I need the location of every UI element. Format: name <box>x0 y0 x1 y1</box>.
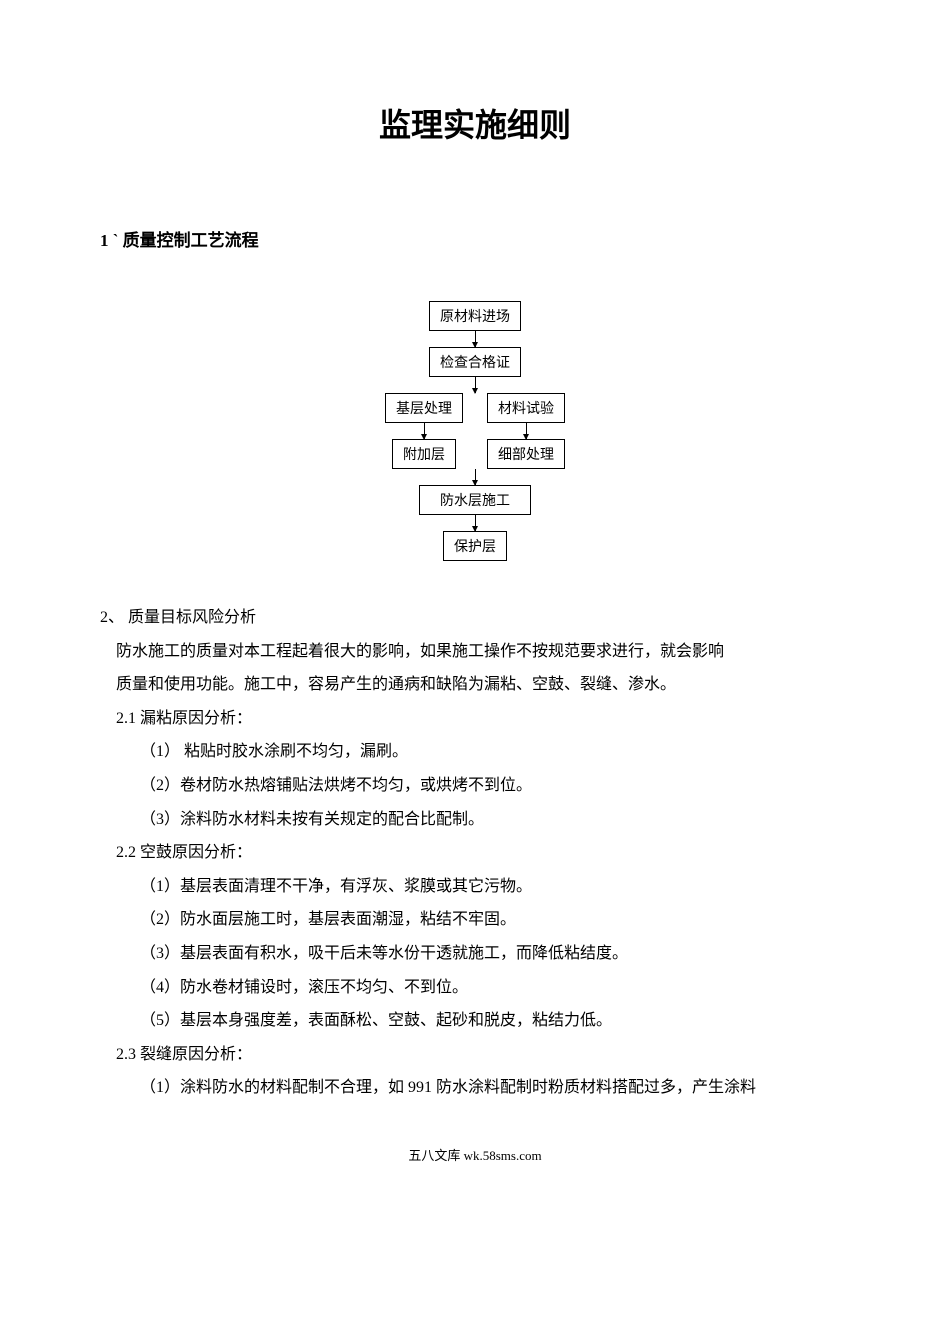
page-footer: 五八文库 wk.58sms.com <box>100 1145 850 1164</box>
flow-node-detail-treatment: 细部处理 <box>487 439 565 469</box>
arrow-icon <box>475 515 476 531</box>
flow-node-check-cert: 检查合格证 <box>429 347 521 377</box>
list-item: （2）防水面层施工时，基层表面潮湿，粘结不牢固。 <box>100 903 850 937</box>
list-item: （4）防水卷材铺设时，滚压不均匀、不到位。 <box>100 971 850 1005</box>
list-item: （2）卷材防水热熔铺贴法烘烤不均匀，或烘烤不到位。 <box>100 769 850 803</box>
section-1-heading: 1 ` 质量控制工艺流程 <box>100 226 850 251</box>
arrow-icon <box>424 423 425 439</box>
flow-node-base-treatment: 基层处理 <box>385 393 463 423</box>
flow-node-material-test: 材料试验 <box>487 393 565 423</box>
list-item: （1） 粘贴时胶水涂刷不均匀，漏刷。 <box>100 735 850 769</box>
list-item: （1）基层表面清理不干净，有浮灰、浆膜或其它污物。 <box>100 870 850 904</box>
paragraph: 防水施工的质量对本工程起着很大的影响，如果施工操作不按规范要求进行，就会影响 <box>100 635 850 669</box>
arrow-icon <box>526 423 527 439</box>
flow-node-raw-materials: 原材料进场 <box>429 301 521 331</box>
list-item: （1）涂料防水的材料配制不合理，如 991 防水涂料配制时粉质材料搭配过多，产生… <box>100 1071 850 1105</box>
arrow-icon <box>475 377 476 393</box>
subsection-2-3: 2.3 裂缝原因分析： <box>100 1038 850 1072</box>
list-item: （3）涂料防水材料未按有关规定的配合比配制。 <box>100 803 850 837</box>
flowchart: 原材料进场 检查合格证 基层处理 附加层 材料试验 细部处理 防水层施工 保护层 <box>100 301 850 561</box>
section-2-heading: 2、 质量目标风险分析 <box>100 601 850 635</box>
page-title: 监理实施细则 <box>100 100 850 146</box>
flow-node-additional-layer: 附加层 <box>392 439 456 469</box>
paragraph: 质量和使用功能。施工中，容易产生的通病和缺陷为漏粘、空鼓、裂缝、渗水。 <box>100 668 850 702</box>
subsection-2-1: 2.1 漏粘原因分析： <box>100 702 850 736</box>
list-item: （5）基层本身强度差，表面酥松、空鼓、起砂和脱皮，粘结力低。 <box>100 1004 850 1038</box>
flow-node-waterproof-construction: 防水层施工 <box>419 485 531 515</box>
arrow-icon <box>475 469 476 485</box>
arrow-icon <box>475 331 476 347</box>
subsection-2-2: 2.2 空鼓原因分析： <box>100 836 850 870</box>
list-item: （3）基层表面有积水，吸干后未等水份干透就施工，而降低粘结度。 <box>100 937 850 971</box>
flow-node-protection-layer: 保护层 <box>443 531 507 561</box>
